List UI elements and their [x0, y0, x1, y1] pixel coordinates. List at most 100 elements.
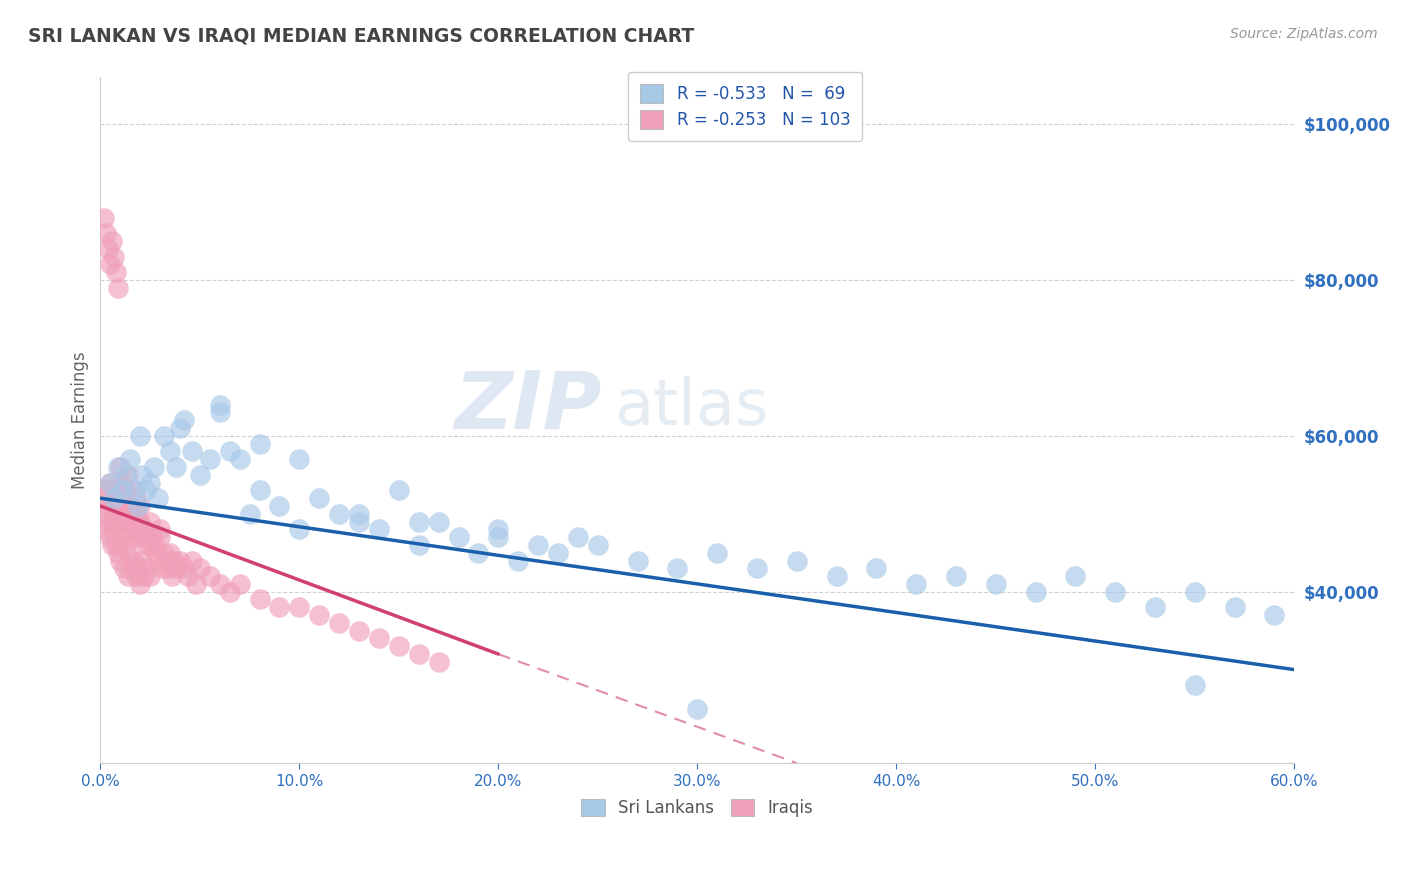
- Point: [117, 467, 139, 482]
- Point: [184, 577, 207, 591]
- Point: [1064, 569, 1087, 583]
- Point: [101, 538, 124, 552]
- Point: [97, 242, 120, 256]
- Point: [249, 483, 271, 498]
- Point: [486, 530, 509, 544]
- Point: [155, 553, 177, 567]
- Point: [160, 569, 183, 583]
- Point: [586, 538, 609, 552]
- Point: [146, 553, 169, 567]
- Point: [208, 398, 231, 412]
- Point: [115, 467, 138, 482]
- Point: [486, 522, 509, 536]
- Point: [269, 499, 291, 513]
- Point: [228, 577, 250, 591]
- Point: [96, 483, 118, 498]
- Point: [141, 530, 163, 544]
- Point: [129, 515, 152, 529]
- Point: [101, 491, 124, 506]
- Point: [134, 530, 156, 544]
- Legend: Sri Lankans, Iraqis: Sri Lankans, Iraqis: [575, 792, 820, 823]
- Point: [129, 577, 152, 591]
- Text: atlas: atlas: [614, 376, 768, 438]
- Point: [146, 491, 169, 506]
- Point: [143, 538, 166, 552]
- Point: [825, 569, 848, 583]
- Point: [111, 507, 134, 521]
- Point: [1223, 600, 1246, 615]
- Text: ZIP: ZIP: [454, 368, 602, 446]
- Point: [1143, 600, 1166, 615]
- Point: [508, 553, 530, 567]
- Point: [149, 530, 172, 544]
- Point: [567, 530, 589, 544]
- Point: [93, 211, 115, 225]
- Point: [408, 538, 430, 552]
- Point: [127, 522, 149, 536]
- Point: [169, 553, 191, 567]
- Point: [905, 577, 928, 591]
- Point: [865, 561, 887, 575]
- Point: [145, 546, 167, 560]
- Point: [107, 546, 129, 560]
- Point: [139, 475, 162, 490]
- Point: [288, 600, 311, 615]
- Point: [103, 491, 125, 506]
- Point: [107, 281, 129, 295]
- Point: [96, 522, 118, 536]
- Point: [122, 553, 145, 567]
- Point: [180, 444, 202, 458]
- Point: [127, 515, 149, 529]
- Point: [198, 569, 221, 583]
- Point: [388, 483, 411, 498]
- Point: [125, 507, 148, 521]
- Point: [135, 483, 157, 498]
- Point: [156, 561, 179, 575]
- Point: [427, 515, 450, 529]
- Point: [153, 546, 176, 560]
- Point: [368, 632, 391, 646]
- Point: [686, 701, 709, 715]
- Point: [143, 460, 166, 475]
- Point: [110, 553, 132, 567]
- Point: [408, 515, 430, 529]
- Point: [368, 522, 391, 536]
- Point: [159, 444, 181, 458]
- Point: [1184, 584, 1206, 599]
- Point: [984, 577, 1007, 591]
- Point: [121, 507, 143, 521]
- Point: [173, 413, 195, 427]
- Point: [208, 577, 231, 591]
- Point: [121, 515, 143, 529]
- Point: [308, 491, 330, 506]
- Point: [188, 467, 211, 482]
- Point: [388, 639, 411, 653]
- Point: [103, 250, 125, 264]
- Point: [111, 483, 134, 498]
- Point: [131, 530, 153, 544]
- Point: [180, 553, 202, 567]
- Point: [269, 600, 291, 615]
- Point: [117, 569, 139, 583]
- Point: [98, 530, 121, 544]
- Point: [288, 522, 311, 536]
- Point: [93, 507, 115, 521]
- Point: [139, 569, 162, 583]
- Point: [706, 546, 728, 560]
- Point: [153, 429, 176, 443]
- Point: [136, 538, 159, 552]
- Point: [129, 429, 152, 443]
- Point: [96, 227, 118, 241]
- Point: [208, 405, 231, 419]
- Point: [786, 553, 808, 567]
- Point: [139, 515, 162, 529]
- Point: [626, 553, 648, 567]
- Point: [135, 561, 157, 575]
- Point: [249, 592, 271, 607]
- Text: Source: ZipAtlas.com: Source: ZipAtlas.com: [1230, 27, 1378, 41]
- Point: [112, 561, 135, 575]
- Point: [101, 234, 124, 248]
- Point: [125, 569, 148, 583]
- Point: [131, 467, 153, 482]
- Point: [139, 538, 162, 552]
